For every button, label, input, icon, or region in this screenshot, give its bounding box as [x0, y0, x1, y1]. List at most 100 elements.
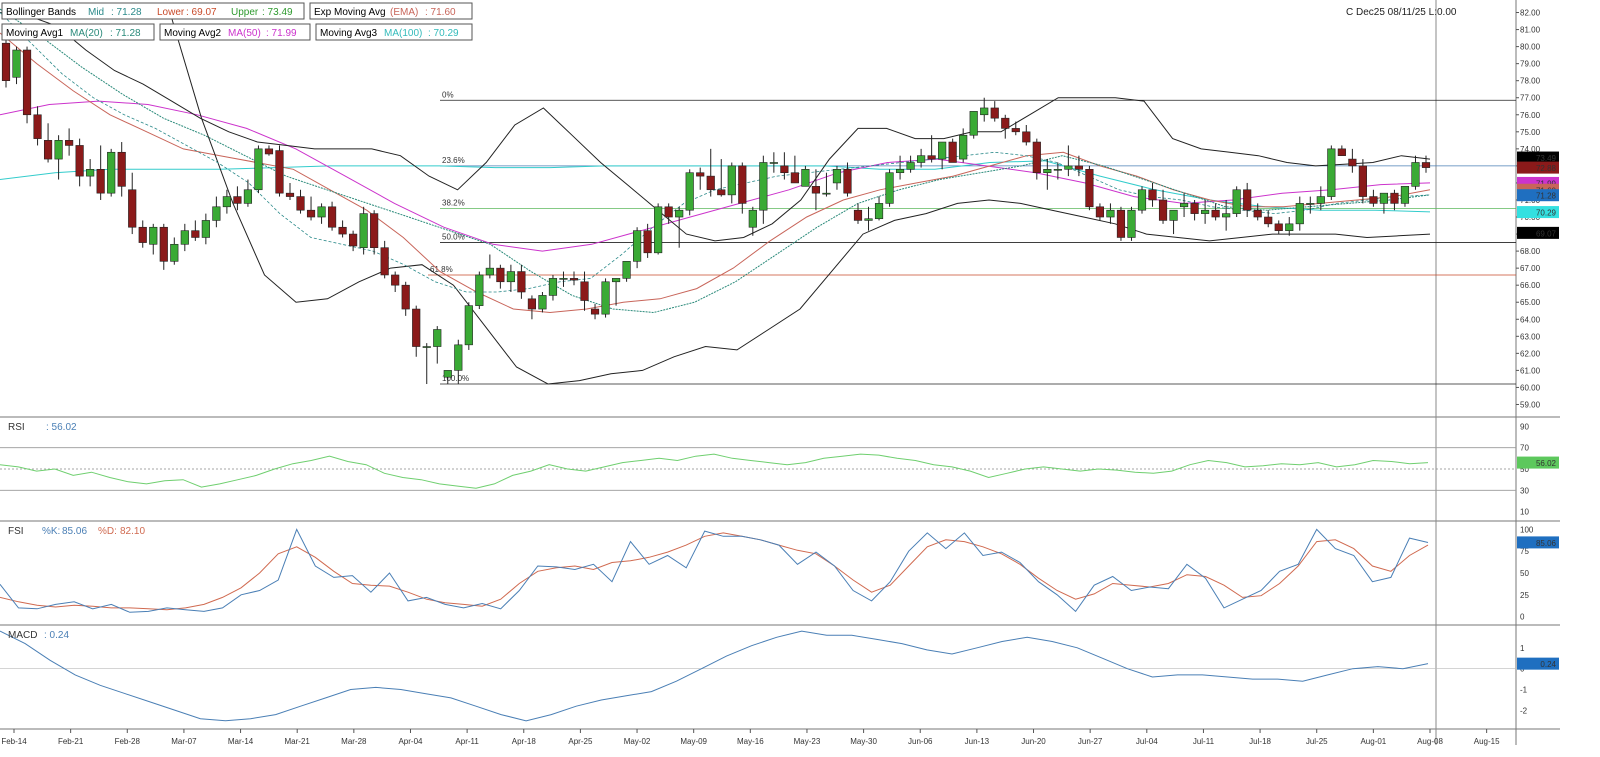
- candle-body: [1222, 213, 1231, 218]
- price-y-tick-label: 60.00: [1520, 383, 1541, 392]
- candle-body: [633, 230, 642, 262]
- candle-body: [107, 151, 116, 194]
- candle-body: [969, 111, 978, 136]
- x-tick-label: May-02: [624, 737, 651, 746]
- legend-ema-name: Exp Moving Avg: [314, 7, 386, 18]
- fibonacci-label: 61.8%: [430, 265, 453, 274]
- candle-body: [885, 172, 894, 204]
- macd-panel-value: : 0.24: [44, 630, 69, 641]
- candle-body: [296, 196, 305, 211]
- x-tick-label: Aug-15: [1474, 737, 1500, 746]
- x-tick-label: Jun-20: [1021, 737, 1046, 746]
- candle-body: [422, 346, 431, 348]
- price-y-tick-label: 76.00: [1520, 111, 1541, 120]
- fsi-axis-badge-bg: [1517, 536, 1559, 549]
- candle-body: [254, 148, 263, 191]
- candle-body: [980, 107, 989, 116]
- candle-body: [391, 274, 400, 286]
- candles: [1, 39, 1431, 385]
- rsi-axis-badge-bg: [1517, 456, 1559, 469]
- candle-body: [1053, 169, 1062, 171]
- candle-body: [1358, 165, 1367, 197]
- candle-body: [212, 206, 221, 221]
- macd-axis-badge: 0.24: [1540, 660, 1556, 669]
- legend-ema-value: : 71.60: [425, 7, 456, 18]
- fsi-k-value: 85.06: [62, 526, 87, 537]
- x-tick-label: Jul-25: [1306, 737, 1328, 746]
- fsi-k-label: %K:: [42, 526, 60, 537]
- legend-ma100-value: : 70.29: [428, 28, 459, 39]
- candle-body: [412, 308, 421, 347]
- price-y-tick-label: 67.00: [1520, 264, 1541, 273]
- rsi-panel-name: RSI: [8, 422, 25, 433]
- candle-body: [990, 107, 999, 119]
- candle-body: [1295, 203, 1304, 225]
- candle-body: [12, 49, 21, 78]
- fibonacci-label: 23.6%: [442, 156, 465, 165]
- price-y-tick-label: 61.00: [1520, 366, 1541, 375]
- x-tick-label: Feb-14: [1, 737, 27, 746]
- candle-body: [159, 226, 168, 262]
- x-tick-label: Apr-18: [512, 737, 537, 746]
- legend-ma100[interactable]: Moving Avg3 MA(100) : 70.29: [315, 23, 473, 41]
- candle-body: [938, 141, 947, 160]
- candle-body: [327, 206, 337, 228]
- x-tick-label: Feb-21: [58, 737, 84, 746]
- candle-body: [275, 150, 284, 194]
- fsi-y-tick-label: 25: [1520, 591, 1529, 600]
- candle-body: [264, 148, 274, 155]
- legend-bollinger-upper: : 73.49: [262, 7, 293, 18]
- x-tick-label: May-30: [850, 737, 877, 746]
- x-tick-label: Jun-27: [1078, 737, 1103, 746]
- legend-bollinger[interactable]: Bollinger Bands Mid : 71.28 Lower : 69.0…: [1, 2, 305, 20]
- price-axis-badge: 71.28: [1536, 192, 1557, 201]
- candle-body: [1116, 209, 1126, 238]
- x-tick-label: Apr-25: [568, 737, 593, 746]
- candle-body: [96, 169, 105, 194]
- x-tick-label: May-09: [680, 737, 707, 746]
- instrument-label: C Dec25 08/11/25 L:0.00: [1346, 7, 1457, 18]
- x-tick-label: May-23: [794, 737, 821, 746]
- candle-body: [1043, 169, 1052, 174]
- candle-body: [622, 261, 631, 279]
- candle-body: [454, 344, 463, 371]
- legend-bollinger-mid: : 71.28: [111, 7, 142, 18]
- x-tick-label: Apr-04: [398, 737, 423, 746]
- candle-body: [1253, 209, 1262, 218]
- candle-body: [727, 165, 736, 196]
- candle-body: [233, 196, 242, 204]
- price-axis-badge: 72.88: [1536, 164, 1557, 173]
- price-y-tick-label: 68.00: [1520, 247, 1541, 256]
- candle-body: [222, 196, 231, 208]
- candle-body: [349, 233, 358, 247]
- grid-layer: [0, 0, 1560, 745]
- candle-body: [1306, 203, 1315, 205]
- candle-body: [801, 169, 810, 187]
- rsi-line: [0, 453, 1429, 489]
- candle-body: [496, 267, 505, 283]
- candle-body: [832, 169, 842, 184]
- legend-ma50-name: Moving Avg2: [164, 28, 222, 39]
- legend-ema[interactable]: Exp Moving Avg (EMA) : 71.60: [309, 2, 473, 20]
- candle-body: [506, 271, 515, 283]
- candle-body: [43, 140, 53, 160]
- legend-ma50[interactable]: Moving Avg2 MA(50) : 71.99: [159, 23, 311, 41]
- candle-body: [811, 186, 821, 194]
- candle-body: [464, 305, 473, 346]
- candle-body: [485, 267, 494, 276]
- candle-body: [843, 169, 852, 194]
- candle-body: [1106, 209, 1115, 218]
- candle-body: [601, 281, 610, 315]
- bollinger-upper-line: [0, 12, 1431, 242]
- candle-body: [1348, 158, 1357, 167]
- legend-bollinger-mid-label: Mid: [88, 7, 104, 18]
- legend-ma20[interactable]: Moving Avg1 MA(20) : 71.28: [1, 23, 155, 41]
- macd-y-tick-label: 1: [1520, 644, 1525, 653]
- fsi-d-line: [0, 532, 1429, 611]
- candle-body: [433, 329, 442, 347]
- candle-body: [654, 206, 663, 254]
- legend-ma100-tag: MA(100): [384, 28, 422, 39]
- fsi-k-line: [0, 528, 1429, 613]
- candle-body: [380, 247, 389, 276]
- candle-body: [1285, 223, 1294, 231]
